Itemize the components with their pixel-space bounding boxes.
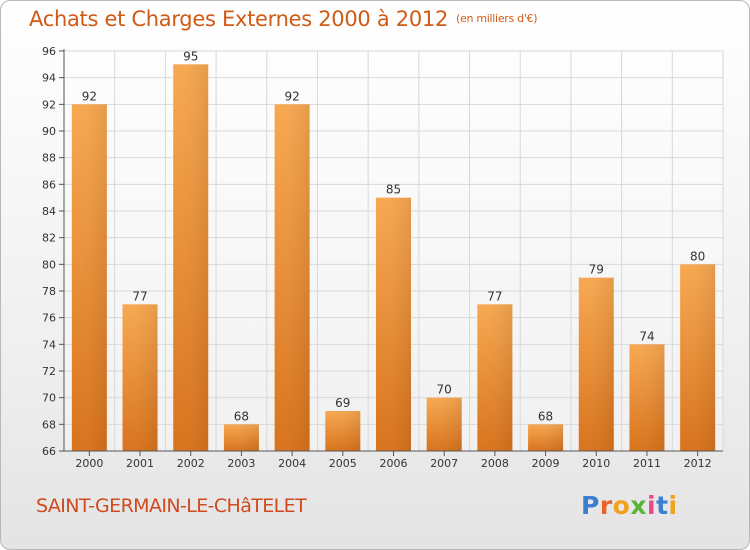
data-label: 85 xyxy=(386,183,401,197)
place-name: SAINT-GERMAIN-LE-CHâTELET xyxy=(36,495,307,517)
data-label: 77 xyxy=(487,289,502,303)
x-tick-label: 2010 xyxy=(582,457,610,470)
data-label: 95 xyxy=(183,49,198,63)
y-tick-label: 92 xyxy=(42,98,56,111)
x-tick-label: 2008 xyxy=(481,457,509,470)
chart-title-text: Achats et Charges Externes 2000 à 2012 xyxy=(29,7,449,31)
bar-shade xyxy=(71,104,107,451)
data-label: 68 xyxy=(538,409,553,423)
y-tick-label: 82 xyxy=(42,232,56,245)
y-tick-label: 86 xyxy=(42,178,56,191)
data-label: 79 xyxy=(589,263,604,277)
data-label: 77 xyxy=(132,289,147,303)
logo-letter: i xyxy=(647,491,657,520)
bar-shade xyxy=(426,397,462,451)
data-label: 80 xyxy=(690,249,705,263)
bar-shade xyxy=(477,304,513,451)
x-tick-label: 2012 xyxy=(684,457,712,470)
y-tick-label: 94 xyxy=(42,72,56,85)
x-tick-label: 2011 xyxy=(633,457,661,470)
logo-letter: P xyxy=(581,491,600,520)
x-tick-label: 2004 xyxy=(278,457,306,470)
bar-shade xyxy=(680,264,716,451)
y-tick-label: 74 xyxy=(42,338,56,351)
logo-letter: x xyxy=(630,491,647,520)
chart-subtitle: (en milliers d'€) xyxy=(456,12,538,25)
bar-shade xyxy=(376,197,411,451)
y-tick-label: 76 xyxy=(42,312,56,325)
x-tick-label: 2007 xyxy=(430,457,458,470)
logo-letter: o xyxy=(612,491,631,520)
bar-shade xyxy=(173,64,209,452)
chart-title: Achats et Charges Externes 2000 à 2012 (e… xyxy=(29,7,538,31)
bar-shade xyxy=(122,304,158,451)
y-tick-label: 90 xyxy=(42,125,56,138)
y-tick-label: 66 xyxy=(42,445,56,458)
data-label: 69 xyxy=(335,396,350,410)
x-tick-label: 2000 xyxy=(75,457,103,470)
y-tick-label: 88 xyxy=(42,152,56,165)
logo-letter: i xyxy=(668,491,678,520)
bar-shade xyxy=(223,424,259,451)
x-tick-label: 2002 xyxy=(177,457,205,470)
y-tick-label: 68 xyxy=(42,418,56,431)
logo-letter: t xyxy=(656,491,669,520)
y-tick-label: 78 xyxy=(42,285,56,298)
x-tick-label: 2006 xyxy=(380,457,408,470)
bar-shade xyxy=(578,277,614,451)
data-label: 92 xyxy=(284,89,299,103)
data-label: 70 xyxy=(437,383,452,397)
proxiti-logo: Proxiti xyxy=(581,491,678,520)
bar-shade xyxy=(274,104,310,451)
x-tick-label: 2005 xyxy=(329,457,357,470)
data-label: 92 xyxy=(82,89,97,103)
bar-shade xyxy=(629,344,665,451)
y-tick-label: 96 xyxy=(42,45,56,58)
x-tick-label: 2003 xyxy=(227,457,255,470)
y-tick-label: 80 xyxy=(42,258,56,271)
y-tick-label: 72 xyxy=(42,365,56,378)
bar-shade xyxy=(325,411,361,451)
bar-shade xyxy=(528,424,564,451)
x-tick-label: 2001 xyxy=(126,457,154,470)
data-label: 74 xyxy=(639,329,654,343)
y-tick-label: 84 xyxy=(42,205,56,218)
data-label: 68 xyxy=(234,409,249,423)
x-tick-label: 2009 xyxy=(532,457,560,470)
y-tick-label: 70 xyxy=(42,392,56,405)
logo-letter: r xyxy=(599,491,613,520)
